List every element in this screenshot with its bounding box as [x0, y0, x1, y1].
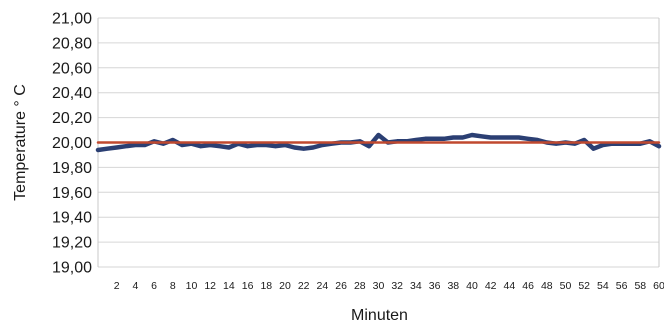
x-tick-label: 28	[354, 280, 366, 292]
x-tick-label: 8	[170, 280, 176, 292]
x-tick-label: 46	[522, 280, 534, 292]
y-tick-label: 19,40	[52, 210, 92, 227]
x-axis-label: Minuten	[351, 307, 408, 324]
x-tick-label: 50	[560, 280, 572, 292]
y-axis-ticks: 19,00 19,20 19,40 19,60 19,80 20,00 20,20 20,40…	[52, 11, 92, 277]
x-tick-label: 42	[485, 280, 497, 292]
x-tick-label: 52	[578, 280, 590, 292]
x-tick-label: 4	[132, 280, 138, 292]
y-tick-label: 20,20	[52, 110, 92, 127]
x-tick-label: 12	[204, 280, 216, 292]
x-tick-label: 18	[260, 280, 272, 292]
x-tick-label: 58	[634, 280, 646, 292]
y-tick-label: 20,40	[52, 85, 92, 102]
x-tick-label: 24	[317, 280, 329, 292]
x-tick-label: 30	[373, 280, 385, 292]
x-tick-label: 14	[223, 280, 235, 292]
x-tick-label: 22	[298, 280, 310, 292]
y-tick-label: 19,20	[52, 235, 92, 252]
x-tick-label: 10	[186, 280, 198, 292]
y-tick-label: 19,80	[52, 160, 92, 177]
x-tick-label: 38	[447, 280, 459, 292]
y-axis-label: Temperature ° C	[12, 84, 29, 201]
y-tick-label: 21,00	[52, 11, 92, 28]
x-tick-label: 20	[279, 280, 291, 292]
y-tick-label: 19,60	[52, 185, 92, 202]
x-tick-label: 54	[597, 280, 609, 292]
x-tick-label: 36	[429, 280, 441, 292]
x-tick-label: 60	[653, 280, 664, 292]
y-tick-label: 20,60	[52, 60, 92, 77]
y-tick-label: 19,00	[52, 260, 92, 277]
x-tick-label: 32	[391, 280, 403, 292]
data-series	[95, 132, 662, 153]
x-tick-label: 44	[504, 280, 516, 292]
x-tick-label: 48	[541, 280, 553, 292]
x-tick-label: 16	[242, 280, 254, 292]
x-tick-label: 2	[114, 280, 120, 292]
x-tick-label: 6	[151, 280, 157, 292]
y-tick-label: 20,00	[52, 135, 92, 152]
x-tick-label: 34	[410, 280, 422, 292]
x-tick-label: 40	[466, 280, 478, 292]
x-tick-label: 56	[616, 280, 628, 292]
x-axis-ticks: 2 4 6 8 10 12 14 16 18 20 22 24 26 28 30 32 34 36 38 40 42 44…	[114, 280, 664, 292]
y-tick-label: 20,80	[52, 35, 92, 52]
x-tick-label: 26	[335, 280, 347, 292]
